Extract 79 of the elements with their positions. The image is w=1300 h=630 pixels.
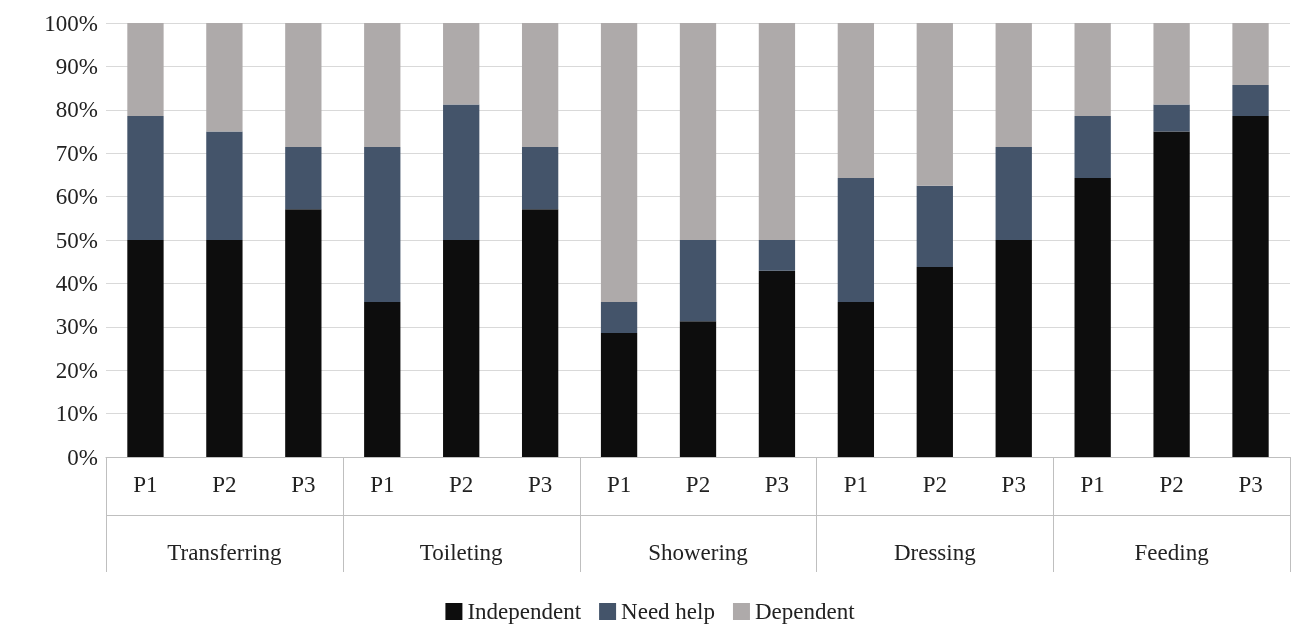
x-tick-label: P3	[1238, 472, 1263, 497]
bar	[206, 131, 243, 240]
bar	[1232, 23, 1269, 86]
y-tick-label: 90%	[55, 53, 98, 79]
y-tick-label: 20%	[55, 357, 98, 383]
bar	[758, 270, 796, 457]
bar	[916, 266, 953, 457]
text: Feeding	[1134, 539, 1210, 565]
y-tick-label: 10%	[55, 401, 98, 427]
legend-label: Dependent	[754, 599, 856, 624]
bar	[995, 240, 1032, 457]
legend-label: Independent	[467, 599, 582, 624]
bar	[1074, 23, 1111, 116]
bar	[127, 23, 164, 116]
bar	[127, 115, 164, 240]
bar	[837, 302, 875, 457]
bar	[521, 147, 559, 210]
y-tick-label: 0%	[67, 444, 98, 470]
y-tick-label: 80%	[55, 97, 98, 123]
bar	[364, 147, 401, 303]
y-tick-label: 40%	[55, 270, 98, 296]
x-tick-label: P3	[527, 472, 553, 497]
y-tick-label: 100%	[44, 10, 98, 36]
bar	[206, 23, 243, 132]
bar	[679, 23, 717, 240]
x-tick-label: P1	[370, 472, 395, 497]
y-tick-label: 70%	[55, 140, 98, 166]
text: Toileting	[419, 539, 504, 565]
bar	[679, 321, 717, 457]
text: Transferring	[167, 539, 282, 565]
bar	[995, 147, 1032, 240]
bar	[443, 104, 480, 240]
bar	[916, 185, 953, 267]
bar	[600, 302, 638, 333]
bar	[443, 240, 480, 457]
bar	[1074, 177, 1111, 457]
y-tick-label: 50%	[55, 227, 98, 253]
text: Showering	[648, 539, 749, 565]
y-tick-label: 60%	[55, 184, 98, 210]
bar	[285, 209, 322, 457]
bar	[1232, 85, 1269, 116]
x-tick-label: P2	[212, 472, 237, 497]
x-tick-label: P2	[1159, 472, 1184, 497]
bar	[521, 209, 559, 457]
bar	[837, 177, 875, 303]
bar	[285, 23, 322, 148]
bar	[758, 23, 796, 240]
bar	[364, 23, 401, 148]
bar	[1153, 131, 1190, 457]
x-tick-label: P3	[1001, 472, 1026, 497]
bar	[837, 23, 875, 178]
bar	[1153, 23, 1190, 105]
bar	[600, 23, 638, 303]
x-tick-label: P3	[764, 472, 790, 497]
bar	[916, 23, 953, 186]
text: Dressing	[893, 539, 977, 565]
bar	[679, 240, 717, 322]
x-tick-label: P2	[449, 472, 474, 497]
x-tick-label: P2	[685, 472, 711, 497]
bar	[1074, 115, 1111, 178]
bar	[364, 302, 401, 457]
x-tick-label: P1	[1080, 472, 1105, 497]
bar	[758, 240, 796, 271]
x-tick-label: P2	[922, 472, 947, 497]
bar	[127, 240, 164, 457]
x-tick-label: P1	[843, 472, 869, 497]
x-tick-label: P1	[606, 472, 632, 497]
y-tick-label: 30%	[55, 314, 98, 340]
bar	[600, 332, 638, 457]
bar	[206, 240, 243, 457]
bar	[995, 23, 1032, 148]
x-tick-label: P1	[133, 472, 158, 497]
bar	[521, 23, 559, 148]
bar	[1232, 115, 1269, 457]
bar	[285, 147, 322, 210]
x-tick-label: P3	[291, 472, 316, 497]
bar	[443, 23, 480, 105]
legend-label: Need help	[621, 599, 715, 624]
bar	[1153, 104, 1190, 132]
